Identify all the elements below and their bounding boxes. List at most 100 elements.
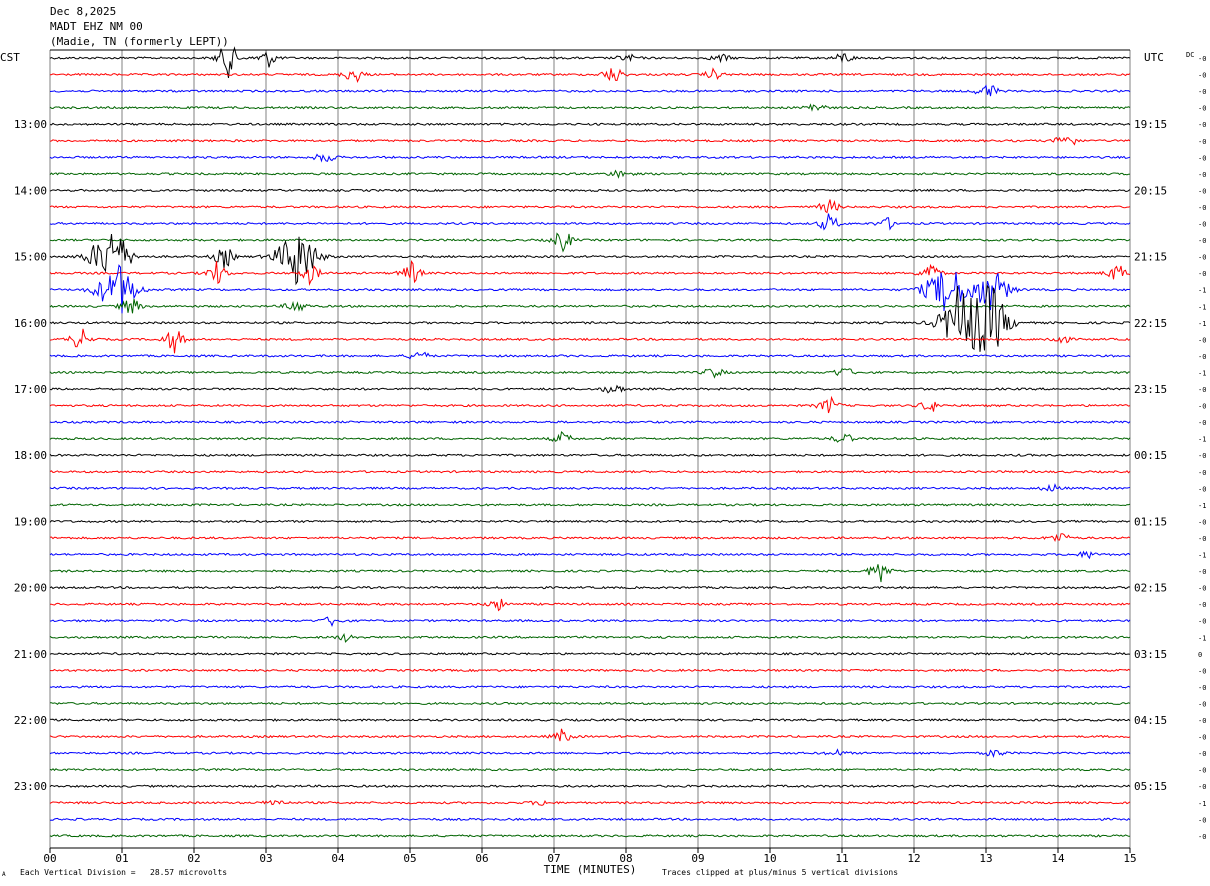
cst-time-label-0: 13:00: [14, 118, 47, 131]
trace-row-9: [49, 199, 1131, 214]
trace-row-18: [49, 351, 1131, 360]
trace-row-11: [49, 232, 1131, 253]
cst-time-label-5: 18:00: [14, 449, 47, 462]
dc-offset-18: -0: [1198, 353, 1206, 361]
axis-labels: 00 01 02 03 04 05 06 07 08 09 10 11 12 13 14 15 TIME (MI…: [0, 51, 1206, 876]
dc-offset-41: -0: [1198, 734, 1206, 742]
x-tick-label-14: 14: [1051, 852, 1065, 865]
dc-offset-27: -1: [1198, 502, 1206, 510]
dc-offset-20: -0: [1198, 386, 1206, 394]
dc-offset-42: -0: [1198, 750, 1206, 758]
trace-row-39: [50, 701, 1131, 706]
cst-time-label-10: 23:00: [14, 780, 47, 793]
dc-offset-13: -0: [1198, 270, 1206, 278]
dc-offset-26: -0: [1198, 485, 1206, 493]
seismic-traces: [49, 46, 1131, 838]
trace-row-14: [49, 264, 1131, 314]
x-tick-label-05: 05: [403, 852, 416, 865]
trace-row-29: [49, 533, 1131, 543]
dc-offset-47: -0: [1198, 833, 1206, 841]
x-tick-label-08: 08: [619, 852, 632, 865]
dc-offset-3: -0: [1198, 105, 1206, 113]
trace-row-8: [49, 188, 1131, 193]
trace-row-27: [49, 503, 1131, 507]
dc-offset-37: -0: [1198, 667, 1206, 675]
dc-offset-40: -0: [1198, 717, 1206, 725]
x-tick-label-15: 15: [1123, 852, 1136, 865]
cst-label: CST: [0, 51, 20, 64]
utc-time-label-1: 20:15: [1134, 184, 1167, 197]
x-tick-label-06: 06: [475, 852, 488, 865]
x-tick-label-13: 13: [979, 852, 992, 865]
utc-time-label-9: 04:15: [1134, 714, 1167, 727]
utc-time-label-7: 02:15: [1134, 582, 1167, 595]
dc-offset-15: -1: [1198, 303, 1206, 311]
dc-offset-34: -0: [1198, 618, 1206, 626]
utc-time-label-10: 05:15: [1134, 780, 1167, 793]
cst-time-label-7: 20:00: [14, 582, 47, 595]
trace-row-17: [49, 328, 1131, 354]
x-tick-label-12: 12: [907, 852, 920, 865]
trace-row-41: [49, 728, 1131, 742]
x-axis-label: TIME (MINUTES): [544, 863, 637, 876]
date-title: Dec 8,2025: [50, 5, 117, 18]
dc-offset-44: -0: [1198, 783, 1206, 791]
x-tick-label-04: 04: [331, 852, 345, 865]
x-tick-label-10: 10: [763, 852, 776, 865]
dc-offset-10: -0: [1198, 221, 1206, 229]
trace-row-44: [49, 784, 1131, 788]
cst-time-label-3: 16:00: [14, 317, 47, 330]
dc-offset-33: -0: [1198, 601, 1206, 609]
dc-offset-39: -0: [1198, 700, 1206, 708]
utc-time-label-8: 03:15: [1134, 648, 1167, 661]
utc-time-label-4: 23:15: [1134, 383, 1167, 396]
dc-offset-9: -0: [1198, 204, 1206, 212]
trace-row-0: [49, 46, 1131, 78]
dc-offset-6: -0: [1198, 154, 1206, 162]
trace-row-15: [49, 298, 1131, 314]
dc-offset-31: -0: [1198, 568, 1206, 576]
dc-offset-45: -1: [1198, 800, 1206, 808]
dc-offset-7: -0: [1198, 171, 1206, 179]
trace-row-46: [49, 817, 1131, 822]
trace-row-42: [49, 748, 1131, 759]
dc-offset-4: -0: [1198, 121, 1206, 129]
utc-time-label-6: 01:15: [1134, 515, 1167, 528]
dc-offset-11: -0: [1198, 237, 1206, 245]
trace-row-2: [49, 84, 1131, 97]
utc-time-label-2: 21:15: [1134, 251, 1167, 264]
trace-row-1: [49, 67, 1131, 84]
minute-gridlines: [49, 49, 1131, 853]
dc-offset-38: -0: [1198, 684, 1206, 692]
dc-offset-0: -0: [1198, 55, 1206, 63]
corner-mark: A: [2, 871, 6, 878]
location-title: (Madie, TN (formerly LEPT)): [50, 35, 229, 48]
cst-time-label-9: 22:00: [14, 714, 47, 727]
dc-offset-43: -0: [1198, 767, 1206, 775]
dc-offset-25: -0: [1198, 469, 1206, 477]
dc-offset-2: -0: [1198, 88, 1206, 96]
x-tick-label-03: 03: [259, 852, 272, 865]
trace-row-38: [49, 685, 1131, 689]
station-title: MADT EHZ NM 00: [50, 20, 143, 33]
trace-row-35: [49, 633, 1131, 643]
trace-row-23: [49, 431, 1131, 443]
trace-row-20: [49, 384, 1131, 394]
trace-row-34: [49, 616, 1131, 628]
dc-offset-12: -0: [1198, 254, 1206, 262]
x-tick-label-01: 01: [115, 852, 128, 865]
trace-row-37: [49, 668, 1131, 673]
trace-row-6: [49, 153, 1131, 163]
trace-row-33: [50, 598, 1131, 612]
trace-row-26: [49, 483, 1131, 492]
trace-row-28: [49, 519, 1131, 524]
trace-row-5: [49, 136, 1131, 146]
trace-row-12: [49, 234, 1131, 286]
cst-time-label-8: 21:00: [14, 648, 47, 661]
dc-offset-5: -0: [1198, 138, 1206, 146]
dc-offset-22: -0: [1198, 419, 1206, 427]
division-note: Each Vertical Division = 28.57 microvolt…: [20, 868, 228, 877]
dc-offset-35: -1: [1198, 634, 1206, 642]
dc-offset-21: -0: [1198, 403, 1206, 411]
cst-time-label-1: 14:00: [14, 184, 47, 197]
